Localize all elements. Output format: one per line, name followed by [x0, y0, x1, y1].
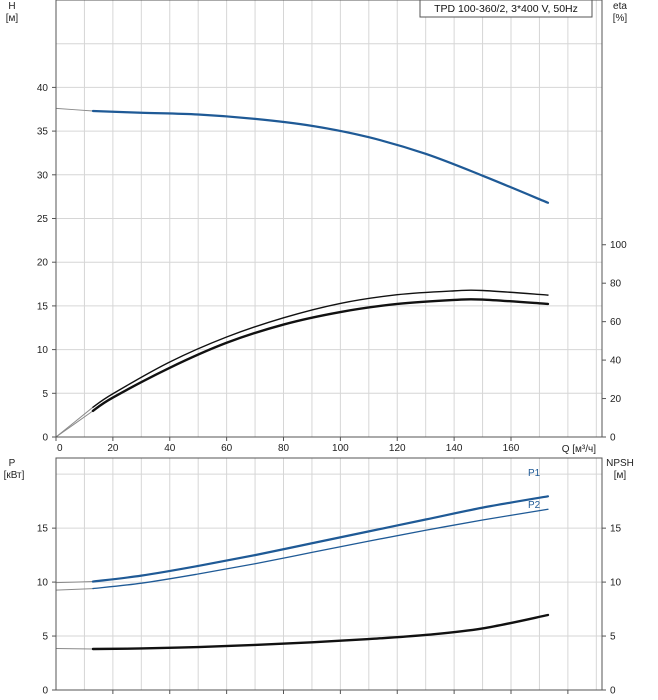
y-tick-label: 35 — [37, 127, 49, 138]
y2-tick-label: 15 — [610, 524, 622, 535]
series-line-0-1 — [92, 289, 549, 408]
y2-tick-label: 100 — [610, 240, 627, 251]
y2-tick-label: 40 — [610, 356, 622, 367]
y-tick-label: 40 — [37, 83, 49, 94]
series-lead-in-p1 — [55, 581, 93, 584]
series-line-0-0 — [91, 109, 550, 204]
x-tick-label: 20 — [107, 443, 119, 454]
y2-tick-label: 0 — [610, 686, 616, 697]
power-npsh-series — [55, 495, 550, 651]
y-tick-label: 25 — [37, 214, 49, 225]
x-axis-label: Q [м³/ч] — [562, 444, 597, 455]
y-tick-label: 30 — [37, 170, 49, 181]
series-line-p2 — [92, 508, 549, 590]
y2-tick-label: 80 — [610, 279, 622, 290]
y-tick-label: 15 — [37, 301, 49, 312]
series-label-p2: P2 — [528, 500, 541, 511]
x-tick-label: 160 — [503, 443, 520, 454]
power-npsh-panel: 0 5 10 15 0 5 10 15 P [кВт] NPSH [м] P1 P2 — [4, 457, 634, 697]
y-tick-label: 0 — [42, 686, 48, 697]
series-line-1-2 — [91, 613, 550, 651]
y-tick-label: 15 — [37, 524, 49, 535]
y2-tick-label: 20 — [610, 394, 622, 405]
power-npsh-grid — [56, 458, 602, 690]
power-npsh-frame — [55, 457, 603, 691]
series-lead-in-p2 — [55, 588, 93, 591]
head-efficiency-panel: 0 5 10 15 20 25 30 35 40 0 20 40 60 80 100 0 20 40 60 80 100… — [6, 0, 628, 455]
head-efficiency-ticks: 0 5 10 15 20 25 30 35 40 0 20 40 60 80 100 0 20 40 60 80 100… — [37, 83, 627, 454]
x-tick-label: 80 — [278, 443, 290, 454]
x-tick-label: 120 — [389, 443, 406, 454]
series-lead-in-0-0 — [55, 107, 94, 112]
series-label-p1: P1 — [528, 468, 541, 479]
y-axis-title-power: P — [9, 458, 16, 469]
x-tick-label: 140 — [446, 443, 463, 454]
y-axis-unit-head: [м] — [6, 13, 19, 24]
y2-tick-label: 60 — [610, 317, 622, 328]
series-lead-in-1-2 — [55, 647, 93, 650]
y-axis-unit-power: [кВт] — [4, 470, 25, 481]
chart-title: TPD 100-360/2, 3*400 V, 50Hz — [434, 3, 578, 15]
head-efficiency-series — [55, 107, 550, 438]
x-tick-label: 60 — [221, 443, 233, 454]
y2-tick-label: 0 — [610, 433, 616, 444]
power-npsh-ticks: 0 5 10 15 0 5 10 15 — [37, 524, 622, 697]
series-lead-in-0-2 — [55, 410, 94, 438]
y-tick-label: 0 — [42, 433, 48, 444]
chart-title-box — [419, 0, 593, 18]
y2-axis-unit-eta: [%] — [613, 13, 628, 24]
y-axis-title-head: H — [8, 1, 15, 12]
y-tick-label: 10 — [37, 345, 49, 356]
y-tick-label: 5 — [42, 632, 48, 643]
x-tick-label: 100 — [332, 443, 349, 454]
y2-tick-label: 10 — [610, 578, 622, 589]
head-efficiency-grid — [56, 0, 602, 437]
y2-tick-label: 5 — [610, 632, 616, 643]
series-line-p1 — [91, 495, 550, 583]
y2-axis-unit-npsh: [м] — [614, 470, 627, 481]
y-tick-label: 10 — [37, 578, 49, 589]
series-line-0-2 — [91, 297, 550, 413]
y2-axis-title-npsh: NPSH — [606, 458, 634, 469]
y-tick-label: 20 — [37, 258, 49, 269]
y-tick-label: 5 — [42, 389, 48, 400]
x-tick-label: 40 — [164, 443, 176, 454]
x-tick-label: 0 — [57, 443, 63, 454]
y2-axis-title-eta: eta — [613, 1, 627, 12]
